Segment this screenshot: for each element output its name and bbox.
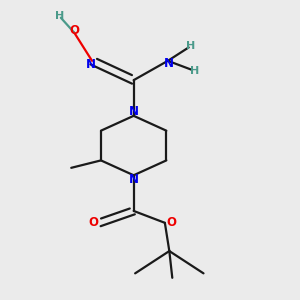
Text: O: O xyxy=(167,216,176,229)
Text: H: H xyxy=(190,66,199,76)
Text: H: H xyxy=(186,41,196,51)
Text: N: N xyxy=(86,58,96,71)
Text: N: N xyxy=(129,173,139,186)
Text: O: O xyxy=(70,24,80,37)
Text: H: H xyxy=(55,11,64,21)
Text: N: N xyxy=(164,57,174,70)
Text: O: O xyxy=(88,216,98,229)
Text: N: N xyxy=(129,106,139,118)
